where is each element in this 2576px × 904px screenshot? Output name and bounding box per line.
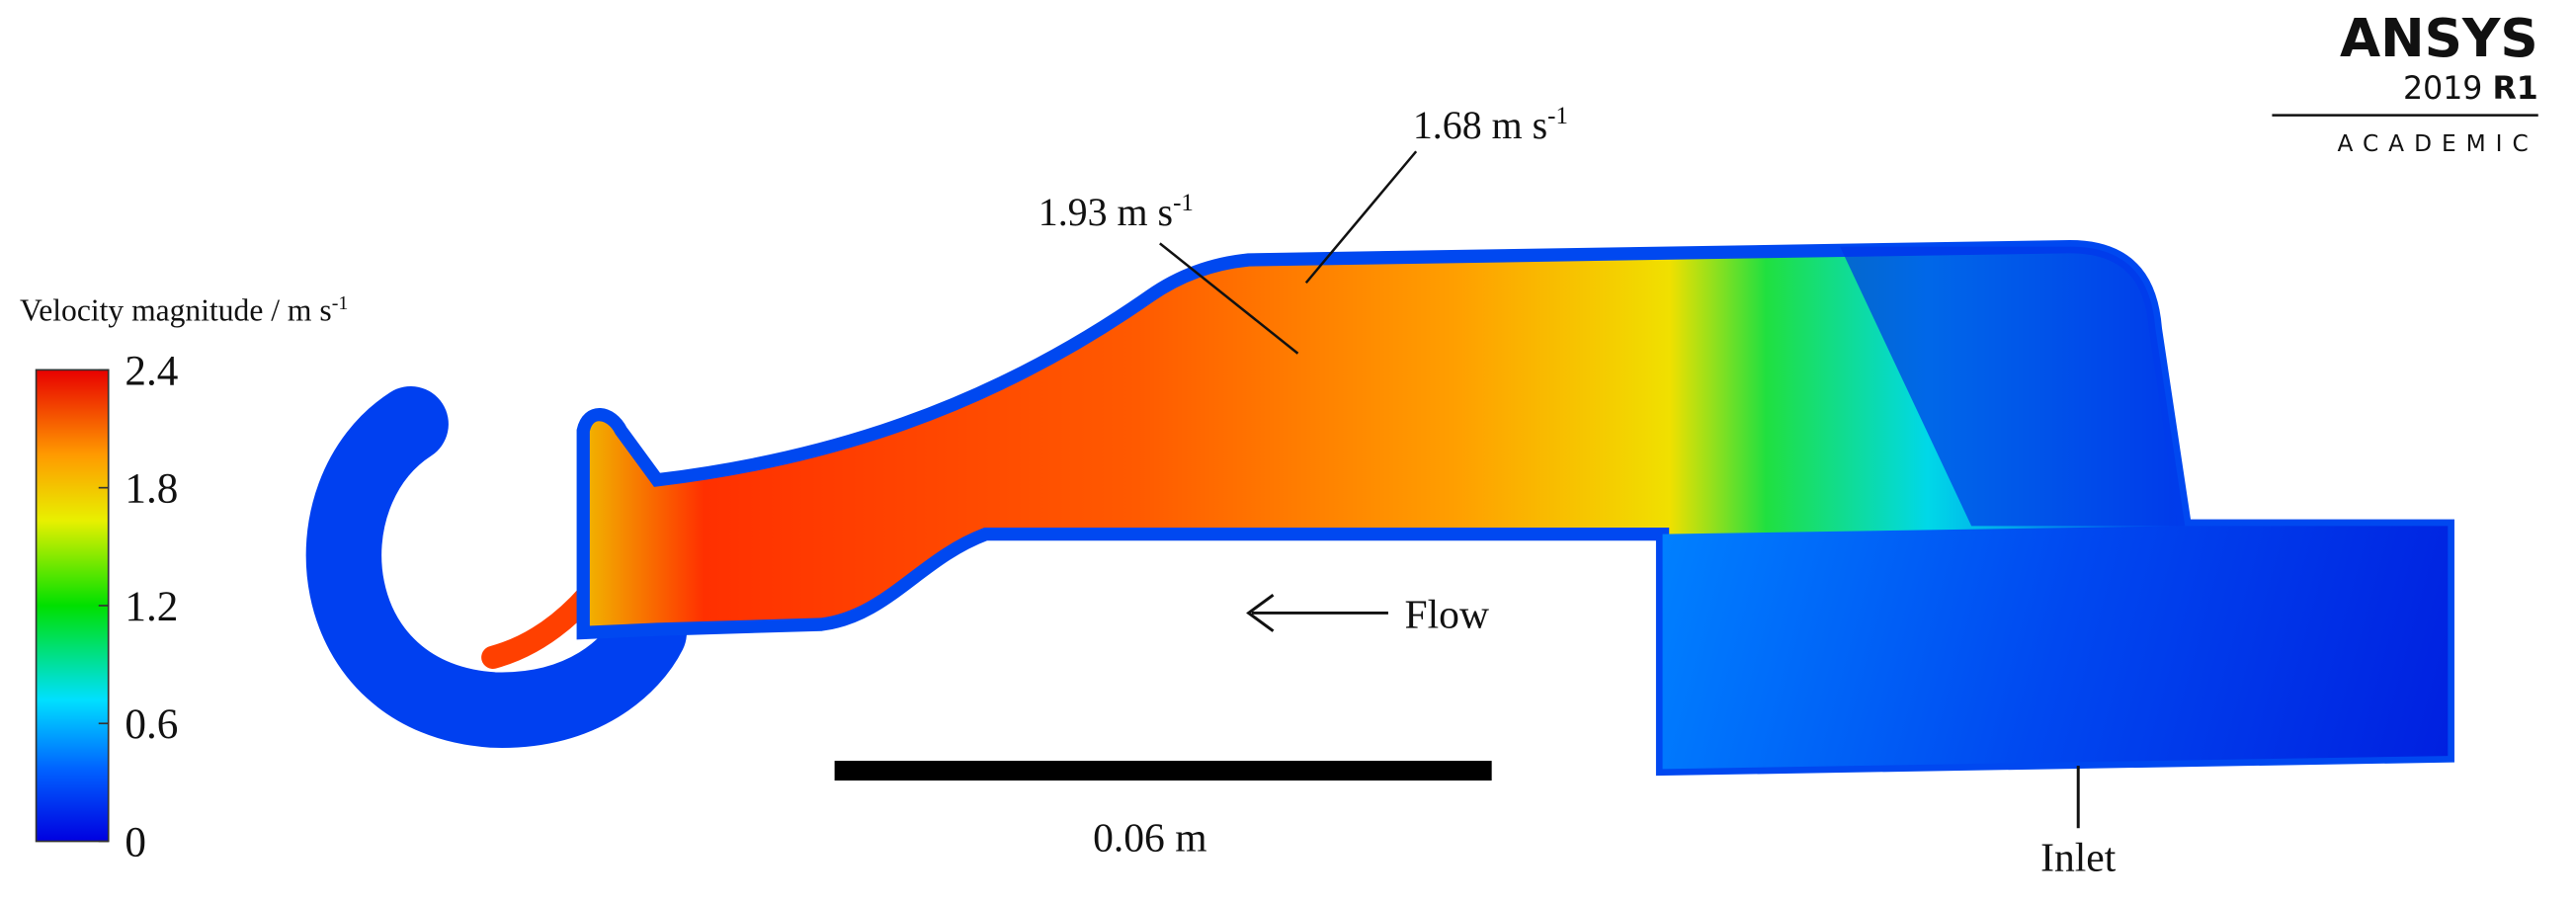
annotation-sup: -1 (1547, 103, 1568, 129)
colorbar-tick-label: 0 (125, 819, 146, 866)
logo-version: 2019 R1 (2403, 71, 2538, 107)
scale-label: 0.06 m (1093, 815, 1206, 861)
logo-name: ANSYS (2340, 8, 2538, 69)
colorbar-tick-label: 1.8 (125, 465, 178, 513)
annotation-sup: -1 (1173, 190, 1194, 216)
recirculation (1840, 246, 2186, 527)
annotation: 1.68 m s-1 (1413, 103, 1568, 147)
annotation-text: 1.93 m s (1039, 190, 1173, 234)
colorbar-title-text: Velocity magnitude / m s (20, 292, 332, 327)
inlet-label: Inlet (2040, 834, 2117, 879)
colorbar-tick-label: 0.6 (125, 700, 178, 748)
colorbar (35, 369, 110, 843)
logo-edition: ACADEMIC (2337, 130, 2537, 157)
leader-line (1159, 242, 1299, 355)
colorbar-tick-label: 2.4 (125, 347, 178, 394)
annotation: 1.93 m s-1 (1039, 190, 1194, 234)
colorbar-tick-label: 1.2 (125, 583, 178, 630)
colorbar-title: Velocity magnitude / m s-1 (20, 292, 348, 328)
logo-release: R1 (2492, 71, 2537, 107)
hook-region (305, 385, 687, 748)
flow-arrowhead (1246, 593, 1275, 632)
scale-bar (834, 761, 1492, 781)
leader-line (1304, 150, 1418, 285)
annotation-text: 1.68 m s (1413, 103, 1547, 147)
colorbar-title-sup: -1 (332, 292, 349, 314)
logo-year: 2019 (2403, 71, 2482, 107)
inlet-block (1662, 526, 2449, 770)
flow-label: Flow (1405, 591, 1489, 636)
